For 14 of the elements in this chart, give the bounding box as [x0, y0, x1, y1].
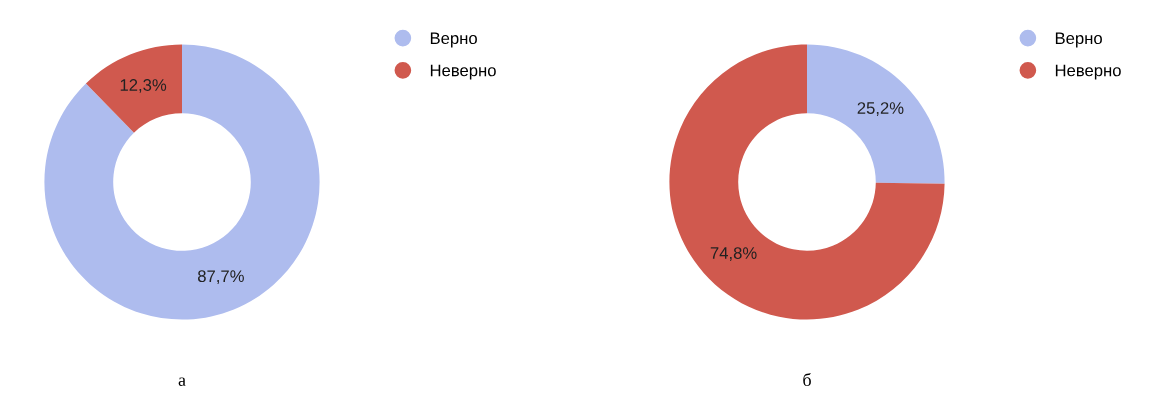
legend-label: Верно	[430, 32, 477, 48]
data-label: 87,7%	[197, 270, 244, 285]
donut-slice	[44, 44, 320, 320]
donut-slice	[807, 44, 945, 184]
legend-label: Верно	[1055, 32, 1102, 48]
legend-label: Неверно	[430, 64, 496, 80]
text: б	[803, 372, 811, 387]
donut-slice	[85, 44, 182, 133]
data-label: 12,3%	[120, 79, 167, 93]
text: а	[178, 377, 186, 387]
data-label: 74,8%	[710, 247, 757, 261]
data-label: 25,2%	[857, 102, 904, 116]
legend-label: Неверно	[1055, 64, 1121, 80]
donut-slice	[669, 44, 945, 320]
